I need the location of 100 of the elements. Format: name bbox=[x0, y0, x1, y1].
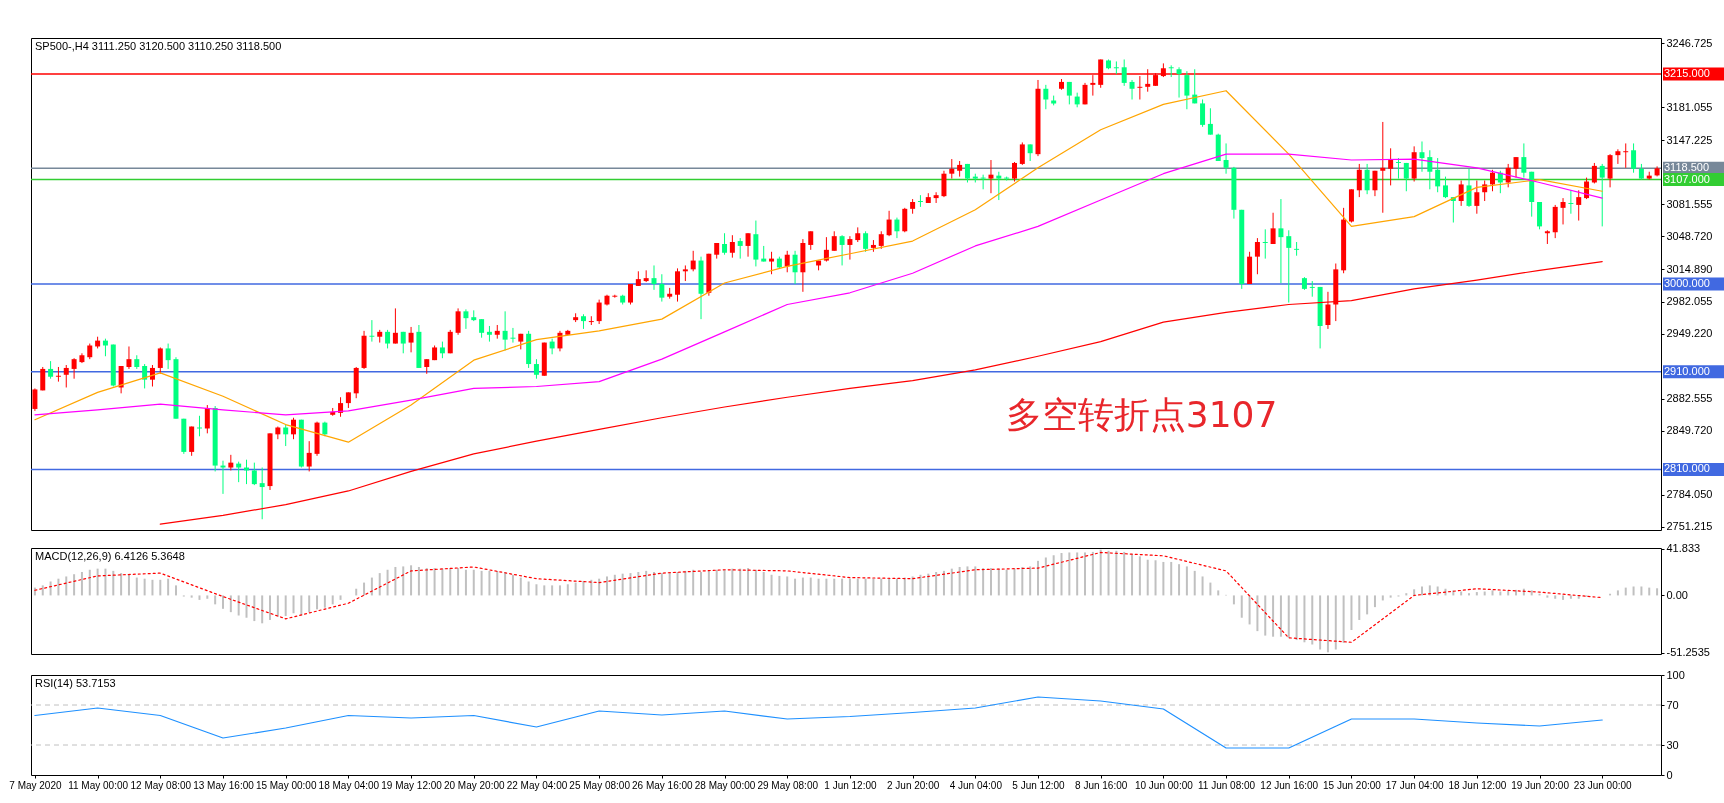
annotation: 多空转折点3107 bbox=[1005, 393, 1278, 435]
bar bbox=[135, 577, 138, 596]
bar bbox=[566, 584, 569, 596]
bar bbox=[1037, 560, 1039, 596]
candlestick bbox=[165, 343, 171, 370]
line-series bbox=[34, 696, 1603, 749]
bar bbox=[1381, 595, 1384, 601]
bar bbox=[1319, 595, 1322, 650]
bar bbox=[645, 570, 648, 596]
candlestick bbox=[455, 307, 461, 336]
candlestick bbox=[1168, 64, 1174, 78]
bar bbox=[707, 570, 710, 596]
candlestick bbox=[1419, 140, 1425, 173]
candlestick bbox=[628, 283, 633, 305]
bar bbox=[558, 585, 561, 596]
candlestick bbox=[1129, 79, 1135, 100]
x-tick-label: 13 May 16:00 bbox=[193, 779, 255, 791]
candlestick bbox=[1356, 163, 1362, 198]
bar bbox=[911, 576, 914, 596]
bar bbox=[574, 582, 577, 596]
bar bbox=[551, 585, 554, 596]
bar bbox=[700, 571, 703, 596]
candlestick bbox=[737, 237, 743, 260]
candlestick bbox=[1427, 149, 1433, 190]
bar bbox=[363, 582, 366, 596]
bar bbox=[1044, 557, 1047, 596]
x-tick-label: 20 May 20:00 bbox=[443, 779, 505, 791]
bar bbox=[872, 578, 875, 596]
bar bbox=[1452, 590, 1455, 596]
bar bbox=[605, 576, 608, 596]
candlestick bbox=[1458, 180, 1464, 207]
bar bbox=[1005, 569, 1008, 596]
bar bbox=[504, 571, 507, 596]
candlestick bbox=[1043, 84, 1049, 110]
bar bbox=[1162, 561, 1165, 596]
bar bbox=[276, 595, 279, 617]
bar bbox=[1201, 576, 1204, 596]
x-tick-label: 1 Jun 12:00 bbox=[824, 779, 877, 791]
candlestick bbox=[236, 461, 242, 483]
bar bbox=[723, 569, 726, 596]
candlestick bbox=[1121, 58, 1127, 87]
bar bbox=[57, 578, 60, 596]
bar bbox=[96, 568, 99, 596]
x-tick-label: 19 Jun 20:00 bbox=[1511, 779, 1570, 791]
bar bbox=[1389, 595, 1392, 598]
y-tick-label: 41.833 bbox=[1666, 542, 1701, 555]
ref-line-label: 3215.000 bbox=[1664, 67, 1710, 80]
candlestick bbox=[63, 364, 69, 388]
bar bbox=[1084, 552, 1087, 596]
candlestick bbox=[1262, 228, 1268, 260]
x-tick-label: 15 Jun 20:00 bbox=[1323, 779, 1382, 791]
candlestick bbox=[996, 171, 1002, 201]
bar bbox=[1138, 556, 1141, 596]
bar bbox=[1107, 550, 1110, 596]
bar bbox=[174, 585, 177, 596]
bar bbox=[269, 595, 272, 620]
bar bbox=[613, 574, 616, 596]
candlestick bbox=[1223, 142, 1229, 175]
bar bbox=[1076, 552, 1079, 596]
bar bbox=[127, 574, 130, 596]
bar bbox=[1217, 590, 1220, 596]
line-series bbox=[34, 551, 1603, 643]
bar bbox=[1326, 595, 1329, 653]
bar bbox=[41, 585, 44, 596]
candlestick bbox=[1286, 229, 1292, 304]
y-tick-label: 2751.215 bbox=[1666, 520, 1713, 533]
candlestick bbox=[385, 329, 391, 349]
bar bbox=[1303, 595, 1306, 643]
candlestick bbox=[126, 345, 132, 370]
candlestick bbox=[980, 174, 986, 190]
bar bbox=[535, 584, 538, 596]
bar bbox=[151, 579, 154, 596]
bar bbox=[433, 568, 436, 596]
candlestick bbox=[1294, 241, 1300, 257]
bar bbox=[402, 566, 405, 596]
y-tick-label: 3048.720 bbox=[1666, 229, 1713, 242]
candlestick bbox=[690, 250, 696, 272]
candlestick bbox=[1568, 189, 1574, 215]
bar bbox=[676, 571, 679, 596]
candlestick bbox=[1176, 66, 1182, 99]
candlestick bbox=[1560, 197, 1566, 225]
candlestick bbox=[1254, 237, 1260, 275]
bar bbox=[1099, 549, 1102, 596]
bar bbox=[292, 595, 295, 614]
bar bbox=[104, 568, 107, 596]
candlestick bbox=[886, 210, 892, 237]
bar bbox=[1616, 590, 1619, 596]
bar bbox=[1491, 590, 1494, 596]
candlestick bbox=[1615, 148, 1621, 165]
candlestick bbox=[510, 327, 516, 344]
bar bbox=[1091, 551, 1094, 596]
bar bbox=[660, 573, 663, 596]
candlestick bbox=[306, 440, 312, 472]
bar bbox=[1373, 595, 1376, 608]
bar bbox=[1209, 582, 1212, 596]
bar bbox=[80, 571, 83, 596]
bar bbox=[394, 566, 397, 596]
bar bbox=[1193, 570, 1196, 596]
bar bbox=[1154, 560, 1157, 596]
candlestick bbox=[1443, 176, 1448, 199]
